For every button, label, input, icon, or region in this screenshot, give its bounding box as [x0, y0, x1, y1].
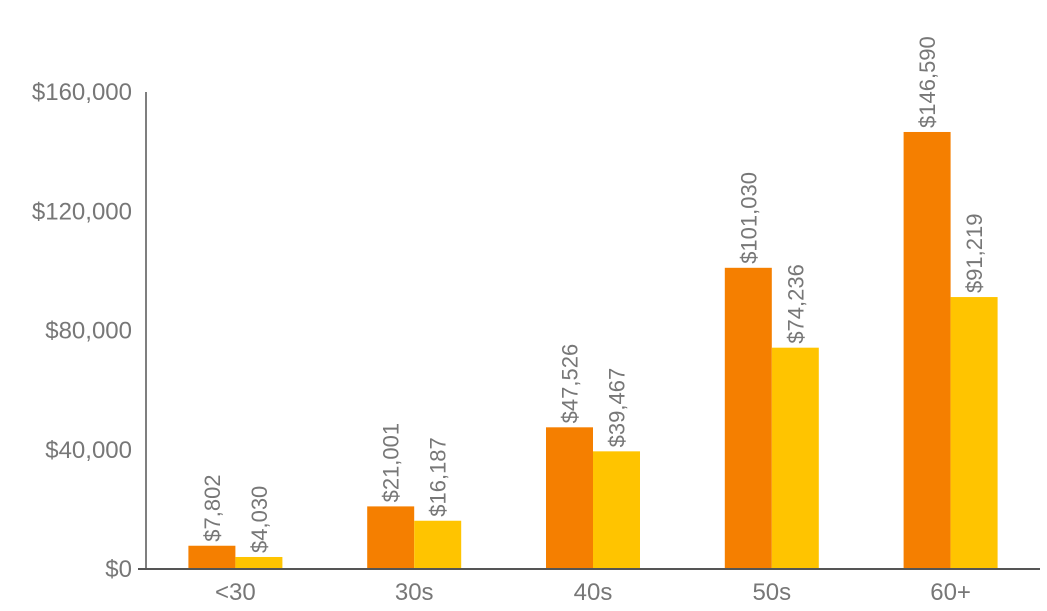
bars [188, 131, 998, 569]
data-label-series-1-3: $101,030 [736, 172, 761, 264]
data-label-series-2-0: $4,030 [247, 486, 272, 553]
bar-series-2-2 [593, 451, 640, 569]
x-tick-label: 30s [395, 579, 434, 606]
x-tick-label: 60+ [930, 579, 971, 606]
bar-series-2-1 [414, 520, 462, 569]
bar-series-1-4 [903, 131, 951, 569]
data-label-series-2-2: $39,467 [605, 368, 630, 448]
y-tick-label: $120,000 [32, 198, 132, 225]
y-axis-tick-labels: $0 $40,000 $80,000 $120,000 $160,000 [32, 79, 132, 583]
data-label-series-1-1: $21,001 [379, 423, 404, 503]
x-tick-label: 50s [752, 579, 791, 606]
bar-series-1-0 [188, 545, 236, 569]
y-tick-label: $80,000 [45, 318, 132, 345]
bar-series-2-4 [950, 297, 998, 569]
axes [138, 92, 1040, 570]
bar-series-1-2 [546, 427, 593, 569]
bar-series-1-3 [724, 267, 772, 569]
x-tick-label: 40s [574, 579, 613, 606]
x-tick-label: <30 [215, 579, 256, 606]
data-label-series-1-2: $47,526 [558, 344, 583, 424]
y-tick-label: $40,000 [45, 437, 132, 464]
data-label-series-2-4: $91,219 [962, 214, 987, 294]
data-label-series-2-1: $16,187 [426, 437, 451, 517]
y-tick-label: $0 [105, 556, 132, 583]
bar-series-2-0 [235, 556, 283, 569]
data-label-series-1-4: $146,590 [915, 36, 940, 128]
data-label-series-2-3: $74,236 [783, 264, 808, 344]
y-tick-label: $160,000 [32, 79, 132, 106]
value-labels: $7,802 $4,030 $21,001 $16,187 $47,526 $39,467… [200, 36, 987, 553]
x-axis-tick-labels: <30 30s 40s 50s 60+ [215, 579, 971, 606]
bar-series-1-1 [367, 506, 415, 569]
data-label-series-1-0: $7,802 [200, 474, 225, 541]
bar-series-2-3 [771, 347, 819, 569]
